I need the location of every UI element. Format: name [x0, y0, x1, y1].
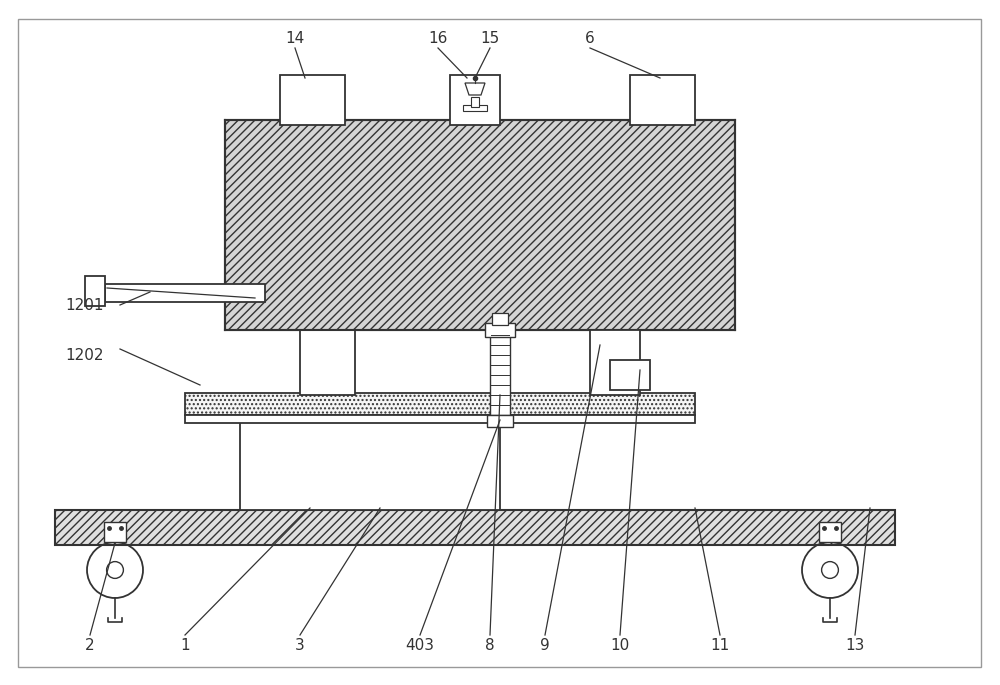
Text: 3: 3 — [295, 638, 305, 653]
Text: 16: 16 — [428, 31, 448, 45]
Text: 15: 15 — [480, 31, 500, 45]
Bar — [492, 313, 508, 325]
Bar — [590, 330, 640, 395]
Bar — [463, 105, 487, 111]
Bar — [490, 335, 510, 415]
Text: 10: 10 — [610, 638, 630, 653]
Text: 2: 2 — [85, 638, 95, 653]
Bar — [280, 75, 345, 125]
Text: 1202: 1202 — [66, 347, 104, 362]
Bar — [185, 393, 695, 415]
Text: 403: 403 — [406, 638, 434, 653]
Polygon shape — [465, 83, 485, 95]
Bar — [630, 75, 695, 125]
Bar — [819, 522, 841, 542]
Bar — [225, 120, 735, 330]
Text: 1: 1 — [180, 638, 190, 653]
Bar — [85, 276, 105, 306]
Bar — [471, 97, 479, 107]
Bar — [185, 415, 695, 423]
Text: 6: 6 — [585, 31, 595, 45]
Bar — [55, 510, 895, 545]
Text: 11: 11 — [710, 638, 730, 653]
Bar — [610, 360, 650, 390]
Text: 9: 9 — [540, 638, 550, 653]
Bar — [487, 415, 513, 427]
Text: 8: 8 — [485, 638, 495, 653]
Bar — [485, 323, 515, 337]
Text: 13: 13 — [845, 638, 865, 653]
Text: 14: 14 — [285, 31, 305, 45]
Bar — [104, 522, 126, 542]
Bar — [300, 330, 355, 395]
Text: 1201: 1201 — [66, 297, 104, 312]
Bar — [450, 75, 500, 125]
Bar — [240, 415, 500, 510]
Bar — [105, 284, 265, 302]
